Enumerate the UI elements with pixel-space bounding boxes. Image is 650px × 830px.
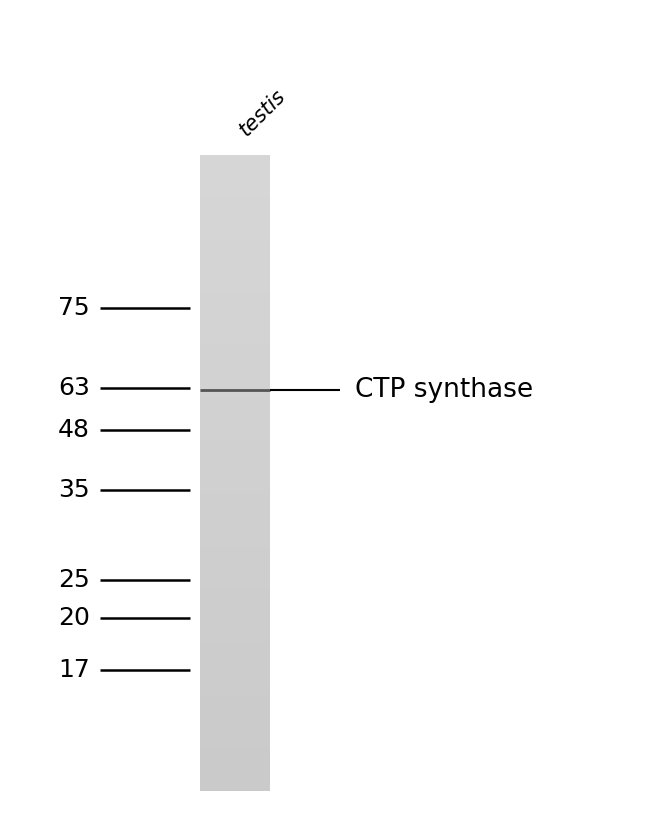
- Bar: [200, 674, 270, 686]
- Text: CTP synthase: CTP synthase: [355, 377, 533, 403]
- Bar: [200, 759, 270, 770]
- Text: 48: 48: [58, 418, 90, 442]
- Bar: [200, 176, 270, 188]
- Bar: [200, 208, 270, 219]
- Bar: [200, 737, 270, 749]
- Bar: [200, 303, 270, 315]
- Bar: [200, 557, 270, 569]
- Bar: [200, 218, 270, 230]
- Bar: [200, 483, 270, 495]
- Bar: [200, 779, 270, 791]
- Bar: [200, 325, 270, 336]
- Bar: [200, 271, 270, 283]
- Bar: [200, 505, 270, 515]
- Bar: [200, 261, 270, 272]
- Bar: [200, 293, 270, 304]
- Bar: [200, 525, 270, 537]
- Bar: [200, 663, 270, 675]
- Bar: [200, 515, 270, 526]
- Bar: [200, 652, 270, 664]
- Bar: [200, 165, 270, 177]
- Text: 63: 63: [58, 376, 90, 400]
- Bar: [200, 155, 270, 167]
- Text: testis: testis: [235, 85, 289, 140]
- Bar: [200, 536, 270, 548]
- Bar: [200, 420, 270, 431]
- Bar: [200, 695, 270, 706]
- Bar: [200, 335, 270, 346]
- Bar: [200, 769, 270, 780]
- Bar: [200, 240, 270, 251]
- Bar: [200, 716, 270, 728]
- Bar: [200, 452, 270, 463]
- Bar: [200, 378, 270, 388]
- Bar: [200, 621, 270, 632]
- Bar: [200, 430, 270, 442]
- Bar: [200, 229, 270, 241]
- Bar: [200, 251, 270, 261]
- Bar: [200, 367, 270, 378]
- Bar: [200, 409, 270, 421]
- Bar: [200, 547, 270, 558]
- Bar: [200, 398, 270, 410]
- Bar: [200, 462, 270, 473]
- Bar: [200, 726, 270, 738]
- Bar: [200, 748, 270, 759]
- Bar: [200, 706, 270, 717]
- Bar: [200, 282, 270, 294]
- Bar: [200, 345, 270, 357]
- Bar: [200, 599, 270, 611]
- Text: 35: 35: [58, 478, 90, 502]
- Bar: [200, 187, 270, 198]
- Bar: [200, 632, 270, 642]
- Bar: [200, 472, 270, 484]
- Text: 75: 75: [58, 296, 90, 320]
- Bar: [200, 314, 270, 325]
- Bar: [200, 198, 270, 209]
- Bar: [200, 589, 270, 600]
- Bar: [200, 579, 270, 590]
- Bar: [200, 568, 270, 579]
- Bar: [200, 642, 270, 653]
- Bar: [200, 610, 270, 622]
- Text: 25: 25: [58, 568, 90, 592]
- Bar: [200, 441, 270, 452]
- Bar: [200, 388, 270, 399]
- Bar: [200, 356, 270, 368]
- Bar: [200, 684, 270, 696]
- Bar: [200, 494, 270, 505]
- Text: 20: 20: [58, 606, 90, 630]
- Text: 17: 17: [58, 658, 90, 682]
